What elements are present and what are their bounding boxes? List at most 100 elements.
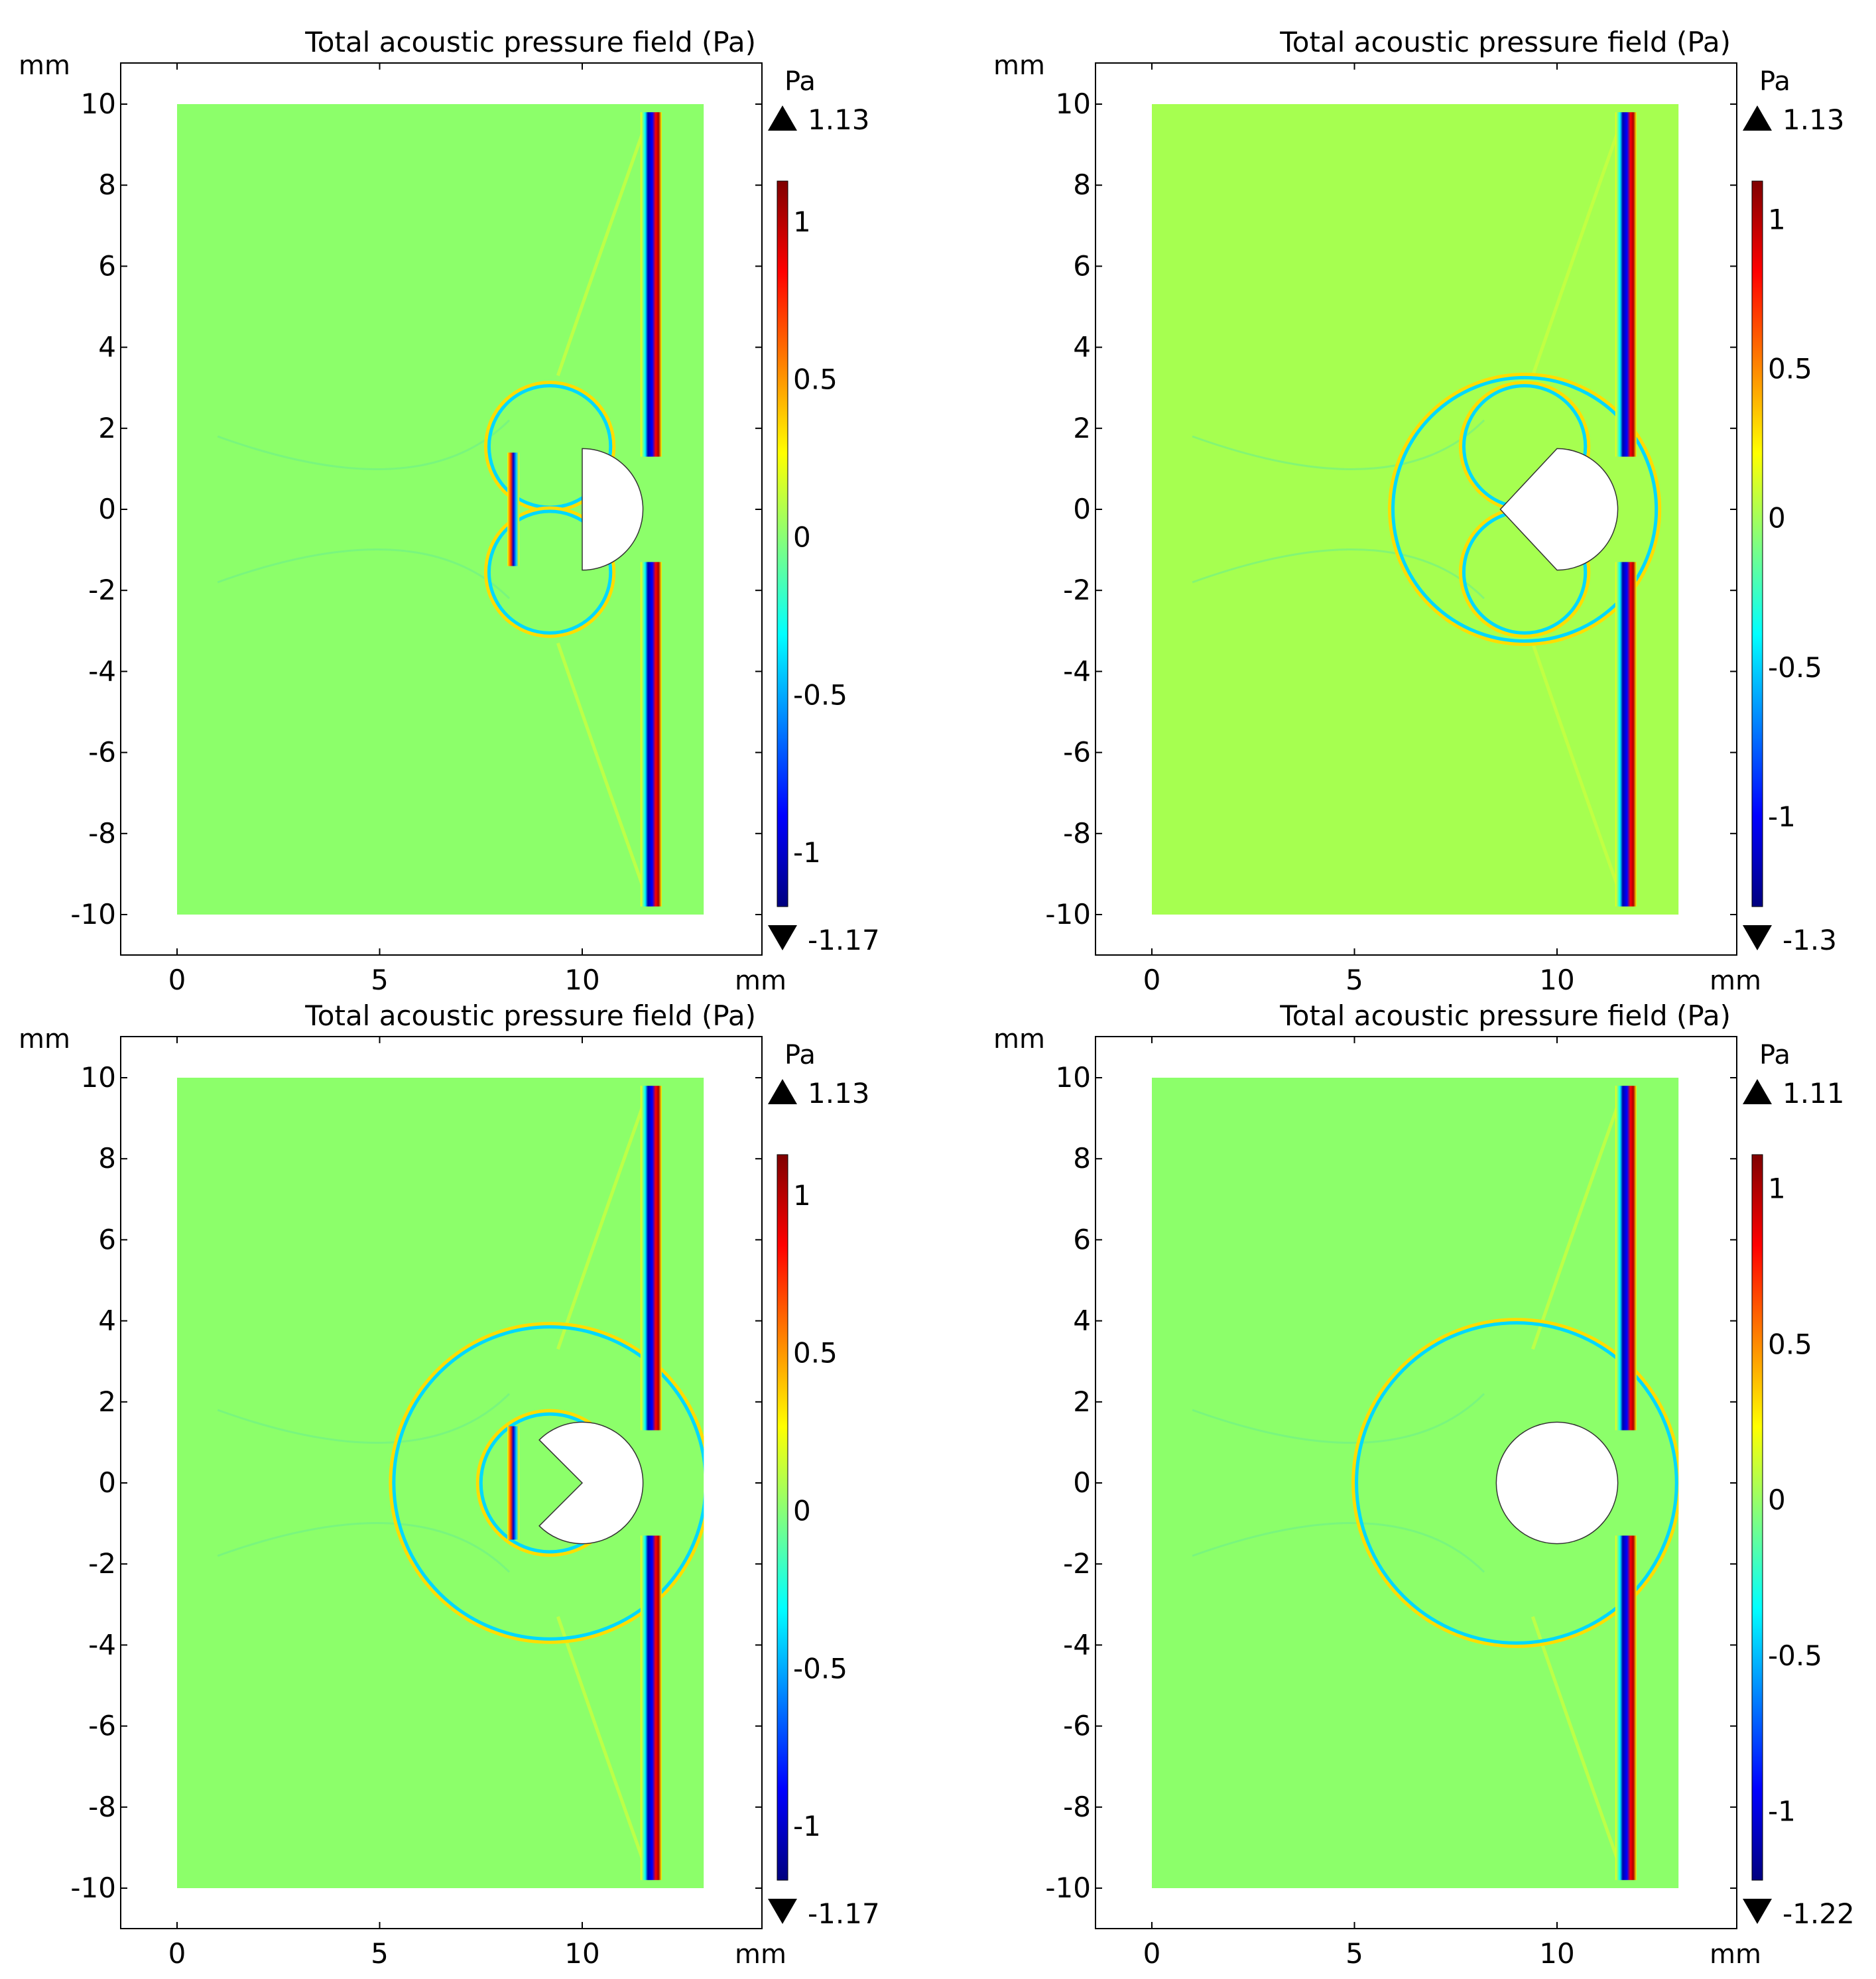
colorbar-tick-label: -0.5 <box>1768 651 1822 684</box>
colorbar-tick-label: 0 <box>793 521 811 553</box>
y-tick-label: 6 <box>1073 1223 1091 1255</box>
y-tick-label: -8 <box>1063 817 1091 850</box>
colorbar-unit: Pa <box>1759 1040 1790 1070</box>
y-tick-label: -6 <box>88 736 116 769</box>
y-tick-label: 10 <box>1056 1061 1091 1094</box>
faint-arc <box>217 548 511 600</box>
max-triangle-icon <box>768 1079 797 1104</box>
y-tick-label: -6 <box>1063 736 1091 769</box>
incident-wavefront-upper <box>1615 112 1637 457</box>
incident-wavefront-lower <box>1615 562 1637 907</box>
colorbar-tick-label: 0.5 <box>793 1337 838 1370</box>
x-tick-label: 0 <box>1143 964 1161 996</box>
y-tick-label: 4 <box>98 1305 116 1337</box>
x-tick-label: 10 <box>1539 1937 1574 1970</box>
faint-arc <box>1192 548 1485 600</box>
colorbar-tick-label: 1 <box>793 1179 811 1212</box>
y-tick-label: 10 <box>81 1061 116 1094</box>
colorbar-tick-label: -1 <box>793 836 821 869</box>
x-axis-label: mm <box>1710 1939 1761 1970</box>
colorbar-max: 1.11 <box>1782 1077 1845 1110</box>
colorbar-unit: Pa <box>784 66 816 97</box>
colorbar-tick-label: 1 <box>793 206 811 238</box>
pressure-field <box>177 1078 704 1888</box>
scattered-ring <box>487 509 613 635</box>
y-tick-label: 2 <box>98 1385 116 1418</box>
colorbar-tick-label: 1 <box>1768 1173 1786 1205</box>
incident-wavefront-lower <box>640 562 662 907</box>
y-tick-label: 8 <box>98 1142 116 1175</box>
y-tick-label: -2 <box>1063 574 1091 606</box>
scattered-ring <box>392 1325 704 1641</box>
faint-arc <box>1531 1093 1624 1350</box>
y-tick-label: 10 <box>1056 88 1091 120</box>
colorbar-tick-label: 0 <box>793 1494 811 1527</box>
colorbar <box>777 180 788 907</box>
min-triangle-icon <box>1743 1899 1772 1924</box>
y-axis-label: mm <box>19 50 70 81</box>
colorbar-tick-label: 0 <box>1768 502 1786 535</box>
x-axis-label: mm <box>735 1939 786 1970</box>
chart-title: Total acoustic pressure field (Pa) <box>304 999 756 1032</box>
chart-panel-4: Total acoustic pressure field (Pa)mm1086… <box>993 999 1855 1970</box>
pressure-field <box>1152 1078 1679 1888</box>
x-tick-label: 5 <box>371 964 389 996</box>
faint-arc <box>556 642 649 899</box>
faint-arc <box>217 1393 511 1444</box>
colorbar-tick-label: -0.5 <box>793 678 847 711</box>
obstacle <box>538 1421 644 1545</box>
scattered-ring-outer <box>1351 1318 1679 1648</box>
pressure-field <box>1152 104 1679 915</box>
y-tick-label: -4 <box>1063 1628 1091 1661</box>
faint-arc <box>1531 1616 1624 1873</box>
colorbar-min: -1.17 <box>808 924 880 956</box>
x-tick-label: 5 <box>1345 964 1363 996</box>
scattered-ring-outer <box>1388 372 1662 647</box>
colorbar-tick-label: 0.5 <box>1768 353 1812 385</box>
colorbar-tick-label: 0.5 <box>793 363 838 396</box>
x-tick-label: 10 <box>564 1937 599 1970</box>
colorbar <box>777 1154 788 1881</box>
colorbar-tick-label: -0.5 <box>1768 1639 1822 1672</box>
faint-arc <box>217 1522 511 1573</box>
y-tick-label: -8 <box>88 817 116 850</box>
min-triangle-icon <box>1743 925 1772 950</box>
y-tick-label: 8 <box>98 168 116 201</box>
x-tick-label: 0 <box>168 964 186 996</box>
x-tick-label: 0 <box>1143 1937 1161 1970</box>
y-tick-label: -6 <box>88 1710 116 1742</box>
y-tick-label: -4 <box>88 1628 116 1661</box>
y-tick-label: 2 <box>1073 1385 1091 1418</box>
y-tick-label: 0 <box>1073 1466 1091 1499</box>
colorbar-max: 1.13 <box>1782 103 1845 136</box>
faint-arc <box>1192 419 1485 470</box>
faint-arc <box>556 119 649 377</box>
y-tick-label: -10 <box>70 1872 116 1904</box>
y-tick-label: -4 <box>1063 655 1091 687</box>
incident-wavefront-upper <box>640 1086 662 1431</box>
colorbar-max: 1.13 <box>808 103 870 136</box>
colorbar-min: -1.3 <box>1782 924 1837 956</box>
incident-wavefront-lower <box>1615 1535 1637 1880</box>
y-axis-label: mm <box>993 1024 1045 1054</box>
y-tick-label: 2 <box>1073 412 1091 444</box>
x-axis-label: mm <box>735 966 786 996</box>
min-triangle-icon <box>768 925 797 950</box>
colorbar-tick-label: -0.5 <box>793 1652 847 1685</box>
min-triangle-icon <box>768 1899 797 1924</box>
colorbar-tick-label: 0.5 <box>1768 1328 1812 1360</box>
colorbar-tick-label: -1 <box>1768 1795 1796 1828</box>
colorbar-tick-label: -1 <box>1768 800 1796 833</box>
colorbar-min: -1.22 <box>1782 1897 1855 1930</box>
colorbar <box>1751 1154 1763 1881</box>
y-tick-label: 0 <box>1073 493 1091 525</box>
y-tick-label: 4 <box>1073 1305 1091 1337</box>
faint-arc <box>1192 1522 1485 1573</box>
scattered-ring <box>1391 375 1658 643</box>
colorbar-unit: Pa <box>1759 66 1790 97</box>
faint-arc <box>1531 642 1624 899</box>
colorbar-tick-label: 1 <box>1768 204 1786 236</box>
y-tick-label: 6 <box>98 249 116 282</box>
faint-arc <box>217 419 511 470</box>
